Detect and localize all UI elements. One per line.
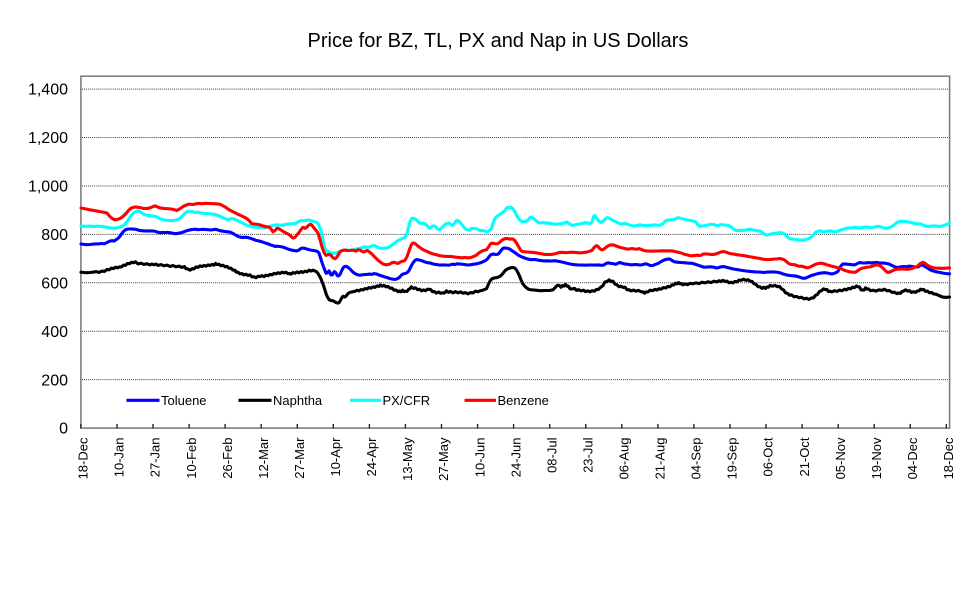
svg-text:21-Oct: 21-Oct <box>797 437 812 476</box>
svg-text:200: 200 <box>41 372 68 389</box>
svg-text:0: 0 <box>59 421 68 438</box>
svg-text:19-Nov: 19-Nov <box>869 437 884 479</box>
svg-text:Naphtha: Naphtha <box>273 393 323 408</box>
svg-text:1,400: 1,400 <box>28 82 68 99</box>
svg-text:10-Jan: 10-Jan <box>112 438 127 478</box>
svg-text:04-Sep: 04-Sep <box>689 438 704 480</box>
svg-text:06-Oct: 06-Oct <box>761 437 776 476</box>
svg-text:Price for BZ, TL, PX and Nap i: Price for BZ, TL, PX and Nap in US Dolla… <box>308 30 689 52</box>
svg-text:800: 800 <box>41 227 68 244</box>
svg-text:13-May: 13-May <box>400 437 415 481</box>
svg-text:12-Mar: 12-Mar <box>256 437 271 479</box>
svg-text:27-Mar: 27-Mar <box>292 437 307 479</box>
svg-text:10-Feb: 10-Feb <box>184 438 199 479</box>
svg-text:19-Sep: 19-Sep <box>725 438 740 480</box>
svg-text:18-Dec: 18-Dec <box>76 437 91 479</box>
svg-text:Benzene: Benzene <box>498 393 549 408</box>
svg-text:05-Nov: 05-Nov <box>833 437 848 479</box>
svg-text:Toluene: Toluene <box>161 393 207 408</box>
svg-text:26-Feb: 26-Feb <box>220 438 235 479</box>
svg-text:24-Apr: 24-Apr <box>364 437 379 477</box>
svg-text:06-Aug: 06-Aug <box>617 438 632 480</box>
svg-text:27-May: 27-May <box>436 437 451 481</box>
svg-text:27-Jan: 27-Jan <box>148 438 163 478</box>
svg-text:10-Jun: 10-Jun <box>472 438 487 478</box>
svg-text:1,200: 1,200 <box>28 130 68 147</box>
svg-text:21-Aug: 21-Aug <box>653 438 668 480</box>
svg-text:PX/CFR: PX/CFR <box>383 393 431 408</box>
svg-text:600: 600 <box>41 275 68 292</box>
svg-text:08-Jul: 08-Jul <box>544 437 559 473</box>
svg-text:1,000: 1,000 <box>28 179 68 196</box>
svg-text:24-Jun: 24-Jun <box>508 438 523 478</box>
svg-text:04-Dec: 04-Dec <box>905 437 920 479</box>
svg-text:10-Apr: 10-Apr <box>328 437 343 477</box>
svg-text:18-Dec: 18-Dec <box>941 437 956 479</box>
svg-text:23-Jul: 23-Jul <box>580 437 595 473</box>
svg-text:400: 400 <box>41 324 68 341</box>
